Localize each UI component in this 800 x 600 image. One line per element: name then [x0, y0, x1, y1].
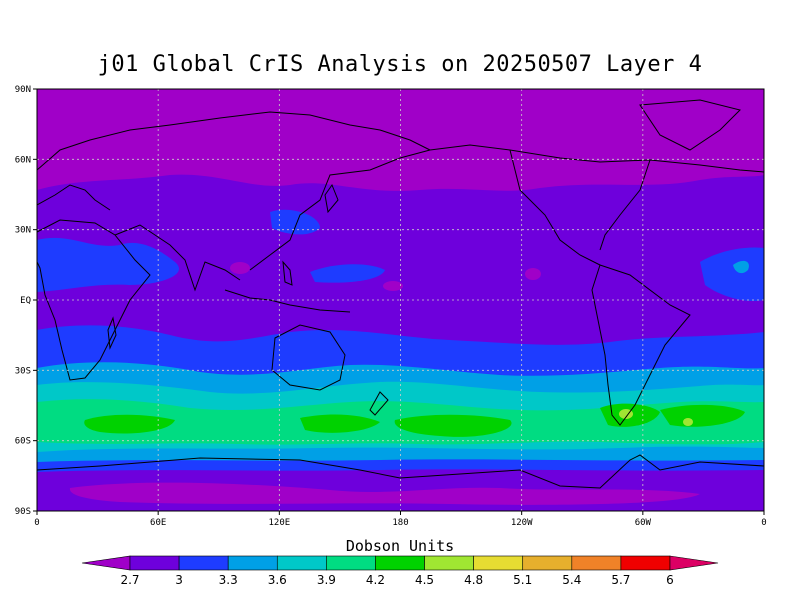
lon-axis: 0 60E 120E 180 120W 60W 0 — [34, 511, 767, 528]
band-2-7-antarctic — [69, 482, 700, 505]
colorbar-segment — [326, 555, 376, 571]
colorbar-label: 3.6 — [268, 573, 287, 587]
coast-indonesia — [224, 289, 351, 313]
lon-tick-label: 0 — [761, 518, 766, 528]
lat-axis: 90N 60N 30N EQ 30S 60S 90S — [15, 85, 37, 517]
band-4-5-patch-5 — [660, 404, 745, 427]
colorbar-segment — [522, 555, 573, 571]
band-3-3-north-mid — [270, 209, 320, 235]
band-4-5-patch-1 — [84, 414, 175, 434]
coastlines — [37, 99, 764, 489]
colorbar-segment — [276, 555, 327, 571]
lat-tick-label: 90N — [15, 85, 31, 95]
tropical-patch-3 — [525, 268, 541, 280]
colorbar-label: 3.9 — [317, 573, 336, 587]
colorbar-segment — [375, 555, 425, 571]
colorbar-segment — [129, 555, 180, 571]
colorbar: 2.7 3 3.3 3.6 3.9 4.2 4.5 4.8 5.1 5.4 5.7 6 — [81, 555, 719, 587]
colorbar-label: 4.5 — [415, 573, 434, 587]
colorbar-label: 5.7 — [611, 573, 630, 587]
colorbar-low-arrow — [81, 555, 131, 571]
coast-eurasia-north — [37, 111, 431, 171]
lon-tick-label: 60E — [150, 518, 166, 528]
colorbar-segment — [424, 555, 474, 571]
coast-australia — [271, 324, 346, 391]
colorbar-label: 5.4 — [562, 573, 581, 587]
band-3-3-atlantic-patch — [733, 260, 749, 274]
coast-arabia-india — [114, 224, 241, 292]
coast-japan — [324, 183, 339, 214]
coast-north-america-west — [509, 149, 601, 266]
colorbar-label: 3.3 — [219, 573, 238, 587]
band-3-3-atlantic-n — [700, 247, 764, 302]
band-4-5-patch-2 — [300, 414, 380, 433]
coast-antarctica — [37, 454, 764, 489]
lon-tick-label: 120W — [511, 518, 533, 528]
coast-philippines — [282, 260, 293, 286]
lat-tick-label: 30N — [15, 226, 31, 236]
coast-europe — [37, 184, 111, 211]
band-4-5-patch-3 — [394, 414, 512, 437]
colorbar-label: 6 — [666, 573, 674, 587]
tropical-patch-2 — [383, 281, 403, 291]
band-3-3-north-east — [37, 237, 179, 292]
coast-south-america — [591, 264, 691, 426]
lat-tick-label: 60S — [15, 437, 31, 447]
lat-tick-label: 60N — [15, 155, 31, 165]
gridlines — [37, 89, 764, 511]
colorbar-label: 4.8 — [464, 573, 483, 587]
lat-tick-label: 90S — [15, 507, 31, 517]
lon-tick-label: 120E — [268, 518, 290, 528]
lat-tick-label: 30S — [15, 366, 31, 376]
coast-north-america — [429, 144, 764, 173]
coast-east-asia — [249, 149, 431, 271]
map-title: j01 Global CrIS Analysis on 20250507 Lay… — [97, 52, 703, 77]
colorbar-segment — [227, 555, 278, 571]
colorbar-title: Dobson Units — [345, 537, 455, 555]
lon-tick-label: 60W — [635, 518, 652, 528]
coast-madagascar — [107, 316, 117, 350]
colorbar-label: 4.2 — [366, 573, 385, 587]
coast-new-zealand — [369, 391, 389, 416]
tropical-patch-1 — [230, 262, 250, 274]
colorbar-segment — [620, 555, 671, 571]
lon-tick-label: 180 — [392, 518, 408, 528]
band-3-3-pacific — [310, 264, 385, 283]
lon-tick-label: 0 — [34, 518, 39, 528]
colorbar-label: 3 — [175, 573, 183, 587]
coast-africa — [37, 219, 151, 381]
colorbar-high-arrow — [669, 555, 719, 571]
band-4-8-patch-2 — [683, 418, 693, 426]
colorbar-label: 5.1 — [513, 573, 532, 587]
lat-tick-label: EQ — [20, 296, 31, 306]
coast-greenland — [639, 99, 741, 151]
colorbar-segment — [571, 555, 622, 571]
colorbar-segment — [473, 555, 524, 571]
colorbar-label: 2.7 — [120, 573, 139, 587]
colorbar-segment — [178, 555, 229, 571]
coast-north-america-east — [599, 159, 651, 251]
